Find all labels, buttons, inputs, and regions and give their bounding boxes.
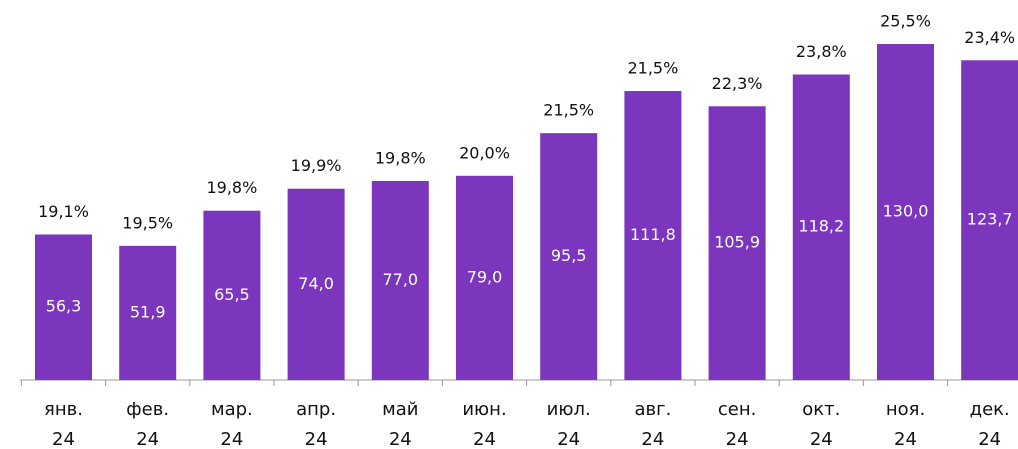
x-tick-label: янв. 24 bbox=[44, 399, 83, 449]
share-label: 20,0% bbox=[459, 143, 510, 162]
value-label: 79,0 bbox=[467, 267, 503, 286]
x-tick-label: авг. 24 bbox=[634, 399, 672, 449]
value-label: 123,7 bbox=[967, 210, 1013, 229]
x-tick-label: ноя. 24 bbox=[885, 399, 926, 449]
value-label: 130,0 bbox=[883, 202, 929, 221]
x-tick-label: мар. 24 bbox=[211, 399, 253, 449]
bar bbox=[792, 74, 850, 380]
value-label: 95,5 bbox=[551, 246, 587, 265]
value-label: 51,9 bbox=[130, 302, 166, 321]
share-label: 25,5% bbox=[880, 12, 931, 31]
share-label: 19,5% bbox=[122, 213, 173, 232]
bar bbox=[35, 234, 92, 380]
x-tick-label: май 24 bbox=[382, 399, 419, 449]
value-label: 77,0 bbox=[382, 270, 418, 289]
bar bbox=[203, 210, 261, 380]
bar bbox=[961, 60, 1018, 380]
bar bbox=[119, 245, 177, 380]
bar bbox=[708, 106, 766, 380]
share-label: 23,4% bbox=[964, 28, 1015, 47]
share-label: 19,8% bbox=[206, 178, 257, 197]
x-tick-label: июл. 24 bbox=[546, 399, 591, 449]
bar bbox=[456, 175, 513, 380]
x-tick-label: дек. 24 bbox=[969, 399, 1010, 449]
value-label: 74,0 bbox=[298, 274, 334, 293]
bar bbox=[371, 180, 429, 380]
value-label: 56,3 bbox=[46, 297, 82, 316]
share-label: 22,3% bbox=[712, 74, 763, 93]
value-label: 105,9 bbox=[714, 233, 760, 252]
x-tick-label: фев. 24 bbox=[126, 399, 170, 449]
value-label: 111,8 bbox=[630, 225, 676, 244]
x-tick-label: сен. 24 bbox=[717, 399, 757, 449]
bar bbox=[540, 133, 598, 380]
share-label: 19,9% bbox=[291, 156, 342, 175]
bar bbox=[877, 44, 934, 380]
x-tick-label: апр. 24 bbox=[296, 399, 337, 449]
share-label: 21,5% bbox=[627, 59, 678, 78]
share-label: 19,8% bbox=[375, 148, 426, 167]
value-label: 65,5 bbox=[214, 285, 250, 304]
bar bbox=[624, 91, 682, 380]
share-label: 19,1% bbox=[38, 202, 89, 221]
share-label: 21,5% bbox=[543, 101, 594, 120]
bar bbox=[287, 188, 345, 380]
share-label: 23,8% bbox=[796, 42, 847, 61]
x-tick-label: июн. 24 bbox=[462, 399, 507, 449]
value-label: 118,2 bbox=[798, 217, 844, 236]
x-tick-label: окт. 24 bbox=[802, 399, 841, 449]
